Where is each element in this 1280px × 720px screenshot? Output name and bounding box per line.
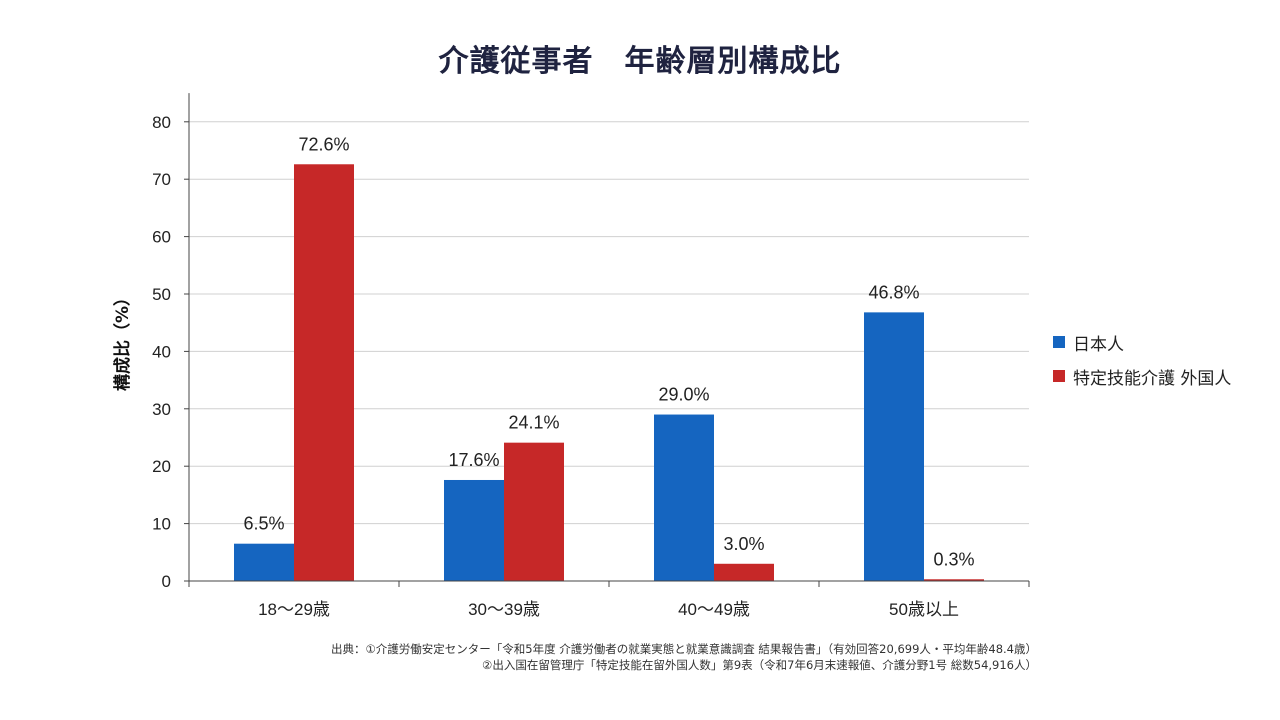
- x-tick-label: 50歳以上: [889, 600, 959, 619]
- bar: [654, 414, 714, 581]
- bar: [714, 563, 774, 581]
- data-label: 46.8%: [868, 282, 919, 302]
- source-line-1: 出典：①介護労働安定センター「令和5年度 介護労働者の就業実態と就業意識調査 結…: [330, 642, 1037, 656]
- data-label: 24.1%: [508, 413, 559, 433]
- y-tick-label: 30: [152, 400, 171, 419]
- y-tick-label: 80: [152, 113, 171, 132]
- data-label: 3.0%: [723, 534, 764, 554]
- y-tick-label: 0: [162, 572, 171, 591]
- legend-swatch-foreign: [1053, 370, 1065, 382]
- data-label: 17.6%: [448, 450, 499, 470]
- bar: [924, 579, 984, 581]
- data-label: 72.6%: [298, 134, 349, 154]
- source-note: 出典：①介護労働安定センター「令和5年度 介護労働者の就業実態と就業意識調査 結…: [331, 641, 1037, 673]
- y-tick-label: 40: [152, 342, 171, 361]
- chart-title: 介護従事者 年齢層別構成比: [438, 44, 842, 79]
- x-tick-label: 40〜49歳: [678, 600, 750, 619]
- legend-swatch-japanese: [1053, 336, 1065, 348]
- data-label: 29.0%: [658, 385, 709, 405]
- legend-item-foreign: 特定技能介護 外国人: [1053, 359, 1231, 393]
- bar: [234, 543, 294, 581]
- data-label: 0.3%: [933, 549, 974, 569]
- legend: 日本人 特定技能介護 外国人: [1053, 325, 1231, 393]
- y-tick-label: 70: [152, 170, 171, 189]
- data-labels: 6.5% 72.6% 17.6% 24.1% 29.0% 3.0% 46.8% 0.3%: [243, 134, 974, 569]
- x-tick-label: 18〜29歳: [258, 600, 330, 619]
- axes: 0 10 20 30 40 50 60 70 80 18〜29歳 30〜39歳 40〜49歳 50歳以上: [152, 93, 1030, 619]
- bar: [504, 442, 564, 581]
- legend-label-foreign: 特定技能介護 外国人: [1073, 368, 1232, 389]
- bar: [294, 164, 354, 581]
- legend-label-japanese: 日本人: [1073, 334, 1124, 355]
- y-tick-label: 20: [152, 457, 171, 476]
- bar: [864, 312, 924, 581]
- source-line-2: ②出入国在留管理庁「特定技能在留外国人数」第9表（令和7年6月末速報値、介護分野…: [482, 658, 1037, 672]
- y-tick-label: 50: [152, 285, 171, 304]
- y-axis-label: 構成比（%）: [112, 289, 133, 391]
- bars: [234, 164, 984, 581]
- data-label: 6.5%: [243, 514, 284, 534]
- y-tick-label: 10: [152, 515, 171, 534]
- y-tick-label: 60: [152, 228, 171, 247]
- legend-item-japanese: 日本人: [1053, 325, 1231, 359]
- bar: [444, 479, 504, 581]
- x-tick-label: 30〜39歳: [468, 600, 540, 619]
